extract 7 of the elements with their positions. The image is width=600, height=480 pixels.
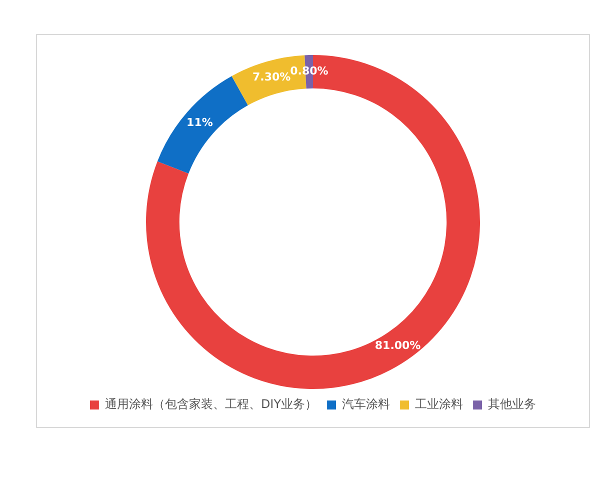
legend-label: 工业涂料 — [415, 397, 464, 412]
legend-label: 汽车涂料 — [342, 397, 390, 412]
data-label: 7.30% — [252, 70, 291, 84]
legend-label: 通用涂料（包含家装、工程、DIY业务） — [104, 397, 318, 412]
data-label: 81.00% — [374, 338, 421, 352]
data-label: 11% — [186, 116, 213, 130]
legend-label: 其他业务 — [488, 397, 536, 412]
